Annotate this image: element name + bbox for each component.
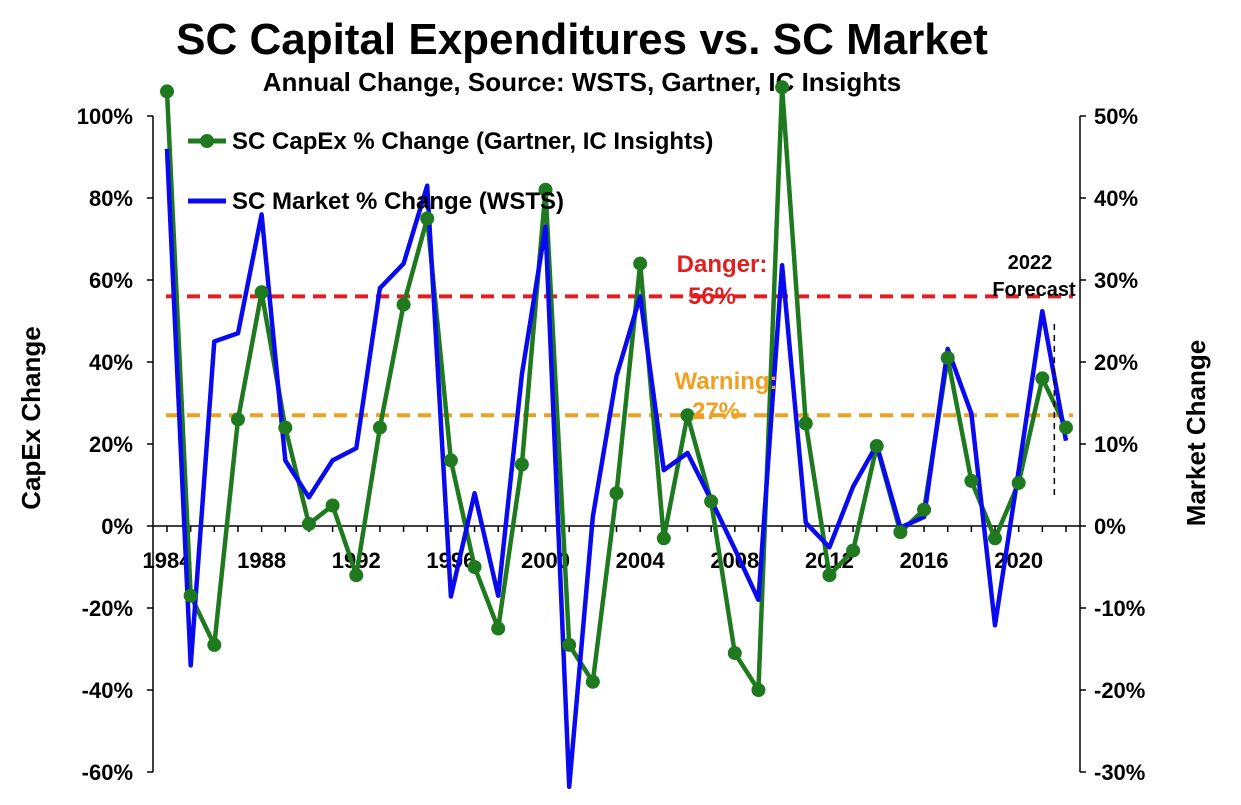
y-tick-label-left: -20%	[82, 596, 133, 621]
capex-point	[727, 646, 742, 661]
capex-point	[538, 182, 553, 197]
capex-point	[609, 486, 624, 501]
annotations: Danger: 56% Warning: 27% 2022 Forecast	[674, 251, 1076, 500]
legend-market-label: SC Market % Change (WSTS)	[232, 188, 564, 215]
danger-value: 56%	[688, 283, 736, 310]
x-tick-label: 1988	[237, 548, 286, 573]
capex-point	[775, 80, 790, 95]
y-tick-label-right: -30%	[1094, 760, 1145, 785]
capex-point	[514, 457, 529, 472]
y-tick-label-right: 50%	[1094, 104, 1138, 129]
y-tick-label-left: 20%	[89, 432, 133, 457]
warning-label: Warning:	[674, 368, 777, 395]
legend-capex-label: SC CapEx % Change (Gartner, IC Insights)	[232, 128, 713, 155]
capex-point	[680, 408, 695, 423]
y-tick-label-left: -40%	[82, 678, 133, 703]
capex-point	[917, 502, 932, 517]
capex-point	[349, 568, 364, 583]
chart-title: SC Capital Expenditures vs. SC Market	[176, 15, 988, 64]
capex-point	[396, 297, 411, 312]
capex-point	[893, 525, 908, 540]
capex-point	[183, 588, 198, 603]
threshold-lines	[166, 294, 1073, 418]
y-tick-label-right: -10%	[1094, 596, 1145, 621]
capex-point	[846, 543, 861, 558]
capex-point	[869, 439, 884, 454]
capex-point	[420, 211, 435, 226]
forecast-label: Forecast	[992, 279, 1076, 301]
capex-point	[160, 84, 174, 99]
capex-point	[491, 621, 506, 636]
capex-point	[633, 256, 648, 271]
capex-point	[704, 494, 719, 509]
danger-label: Danger:	[677, 251, 768, 278]
capex-point	[278, 420, 293, 435]
x-tick-label: 2016	[900, 548, 949, 573]
chart-subtitle: Annual Change, Source: WSTS, Gartner, IC…	[263, 67, 902, 97]
market-series-line	[164, 148, 1069, 790]
capex-point	[467, 560, 482, 574]
capex-point	[822, 568, 837, 583]
capex-point	[940, 350, 955, 365]
y-tick-label-right: 10%	[1094, 432, 1138, 457]
capex-point	[207, 637, 222, 652]
warning-value: 27%	[692, 398, 740, 425]
x-tick-label: 2004	[616, 548, 666, 573]
legend: SC CapEx % Change (Gartner, IC Insights)…	[188, 128, 713, 215]
capex-point	[988, 531, 1003, 546]
capex-point	[254, 285, 269, 300]
y-tick-label-right: 40%	[1094, 186, 1138, 211]
capex-point	[798, 416, 813, 431]
y-tick-label-left: 60%	[89, 268, 133, 293]
capex-point	[1035, 371, 1050, 386]
y-tick-label-left: 100%	[77, 104, 133, 129]
legend-capex-marker	[200, 134, 214, 148]
capex-point	[751, 683, 766, 697]
series-layer	[160, 80, 1073, 790]
y-axis-title-right: Market Change	[1181, 340, 1211, 526]
y-tick-label-left: -60%	[82, 760, 133, 785]
capex-point	[301, 516, 316, 531]
capex-point	[1059, 420, 1073, 435]
y-tick-label-left: 40%	[89, 350, 133, 375]
y-tick-label-right: 30%	[1094, 268, 1138, 293]
capex-point	[443, 453, 458, 468]
y-tick-label-right: 0%	[1094, 514, 1126, 539]
capex-point	[1011, 475, 1026, 490]
y-tick-label-left: 0%	[101, 514, 133, 539]
capex-point	[230, 412, 245, 427]
y-tick-label-right: 20%	[1094, 350, 1138, 375]
capex-point	[562, 637, 577, 652]
y-tick-label-left: 80%	[89, 186, 133, 211]
forecast-year-label: 2022	[1008, 252, 1053, 274]
capex-point	[325, 498, 340, 513]
y-tick-label-right: -20%	[1094, 678, 1145, 703]
capex-point	[372, 420, 387, 435]
capex-point	[964, 473, 979, 488]
capex-point	[656, 531, 671, 546]
capex-point	[585, 674, 600, 689]
y-axis-title-left: CapEx Change	[16, 326, 46, 510]
